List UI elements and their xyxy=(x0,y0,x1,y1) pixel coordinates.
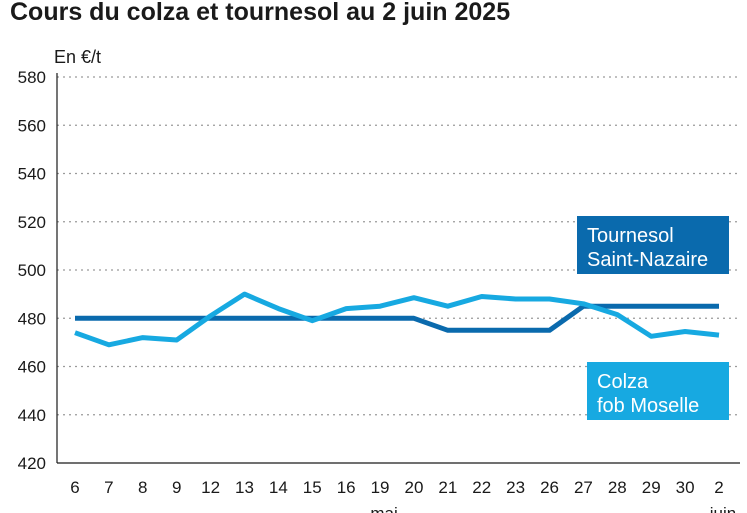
x-tick-label: 19 xyxy=(371,478,390,497)
label-text: Colza xyxy=(597,371,649,393)
x-tick-label: 16 xyxy=(337,478,356,497)
y-tick-label: 540 xyxy=(18,165,46,184)
x-month-label: juin xyxy=(709,504,736,513)
x-tick-label: 23 xyxy=(506,478,525,497)
y-tick-label: 580 xyxy=(18,68,46,87)
x-tick-label: 20 xyxy=(404,478,423,497)
label-text: Saint-Nazaire xyxy=(587,249,708,271)
x-tick-label: 9 xyxy=(172,478,181,497)
x-tick-label: 8 xyxy=(138,478,147,497)
y-tick-label: 560 xyxy=(18,116,46,135)
y-tick-labels: 420 440 460 480 500 520 540 560 580 xyxy=(18,68,46,473)
x-tick-label: 6 xyxy=(70,478,79,497)
series-lines xyxy=(74,291,720,348)
series-line-tournesol xyxy=(75,303,719,333)
x-tick-label: 7 xyxy=(104,478,113,497)
x-tick-label: 2 xyxy=(714,478,723,497)
y-tick-label: 440 xyxy=(18,406,46,425)
chart-title: Cours du colza et tournesol au 2 juin 20… xyxy=(10,0,511,26)
x-tick-label: 29 xyxy=(642,478,661,497)
x-tick-label: 21 xyxy=(438,478,457,497)
x-tick-label: 12 xyxy=(201,478,220,497)
y-tick-label: 420 xyxy=(18,454,46,473)
x-tick-label: 22 xyxy=(472,478,491,497)
y-axis xyxy=(56,73,740,464)
x-tick-label: 26 xyxy=(540,478,559,497)
x-tick-label: 15 xyxy=(303,478,322,497)
x-tick-label: 27 xyxy=(574,478,593,497)
label-text: fob Moselle xyxy=(597,395,699,417)
x-tick-label: 28 xyxy=(608,478,627,497)
label-text: Tournesol xyxy=(587,225,674,247)
x-tick-label: 30 xyxy=(676,478,695,497)
x-month-label: mai xyxy=(370,504,397,513)
x-tick-label: 13 xyxy=(235,478,254,497)
y-tick-label: 500 xyxy=(18,261,46,280)
y-axis-unit-label: En €/t xyxy=(54,47,101,67)
series-line-colza xyxy=(74,291,720,348)
x-tick-label: 14 xyxy=(269,478,288,497)
y-tick-label: 460 xyxy=(18,358,46,377)
label-box xyxy=(577,216,729,274)
label-box xyxy=(587,362,729,420)
y-tick-label: 480 xyxy=(18,309,46,328)
x-tick-labels: 6 7 8 9 12 13 14 15 16 19 20 21 22 23 26 27 28 29 30 2 mai ju… xyxy=(70,478,736,513)
y-tick-label: 520 xyxy=(18,213,46,232)
